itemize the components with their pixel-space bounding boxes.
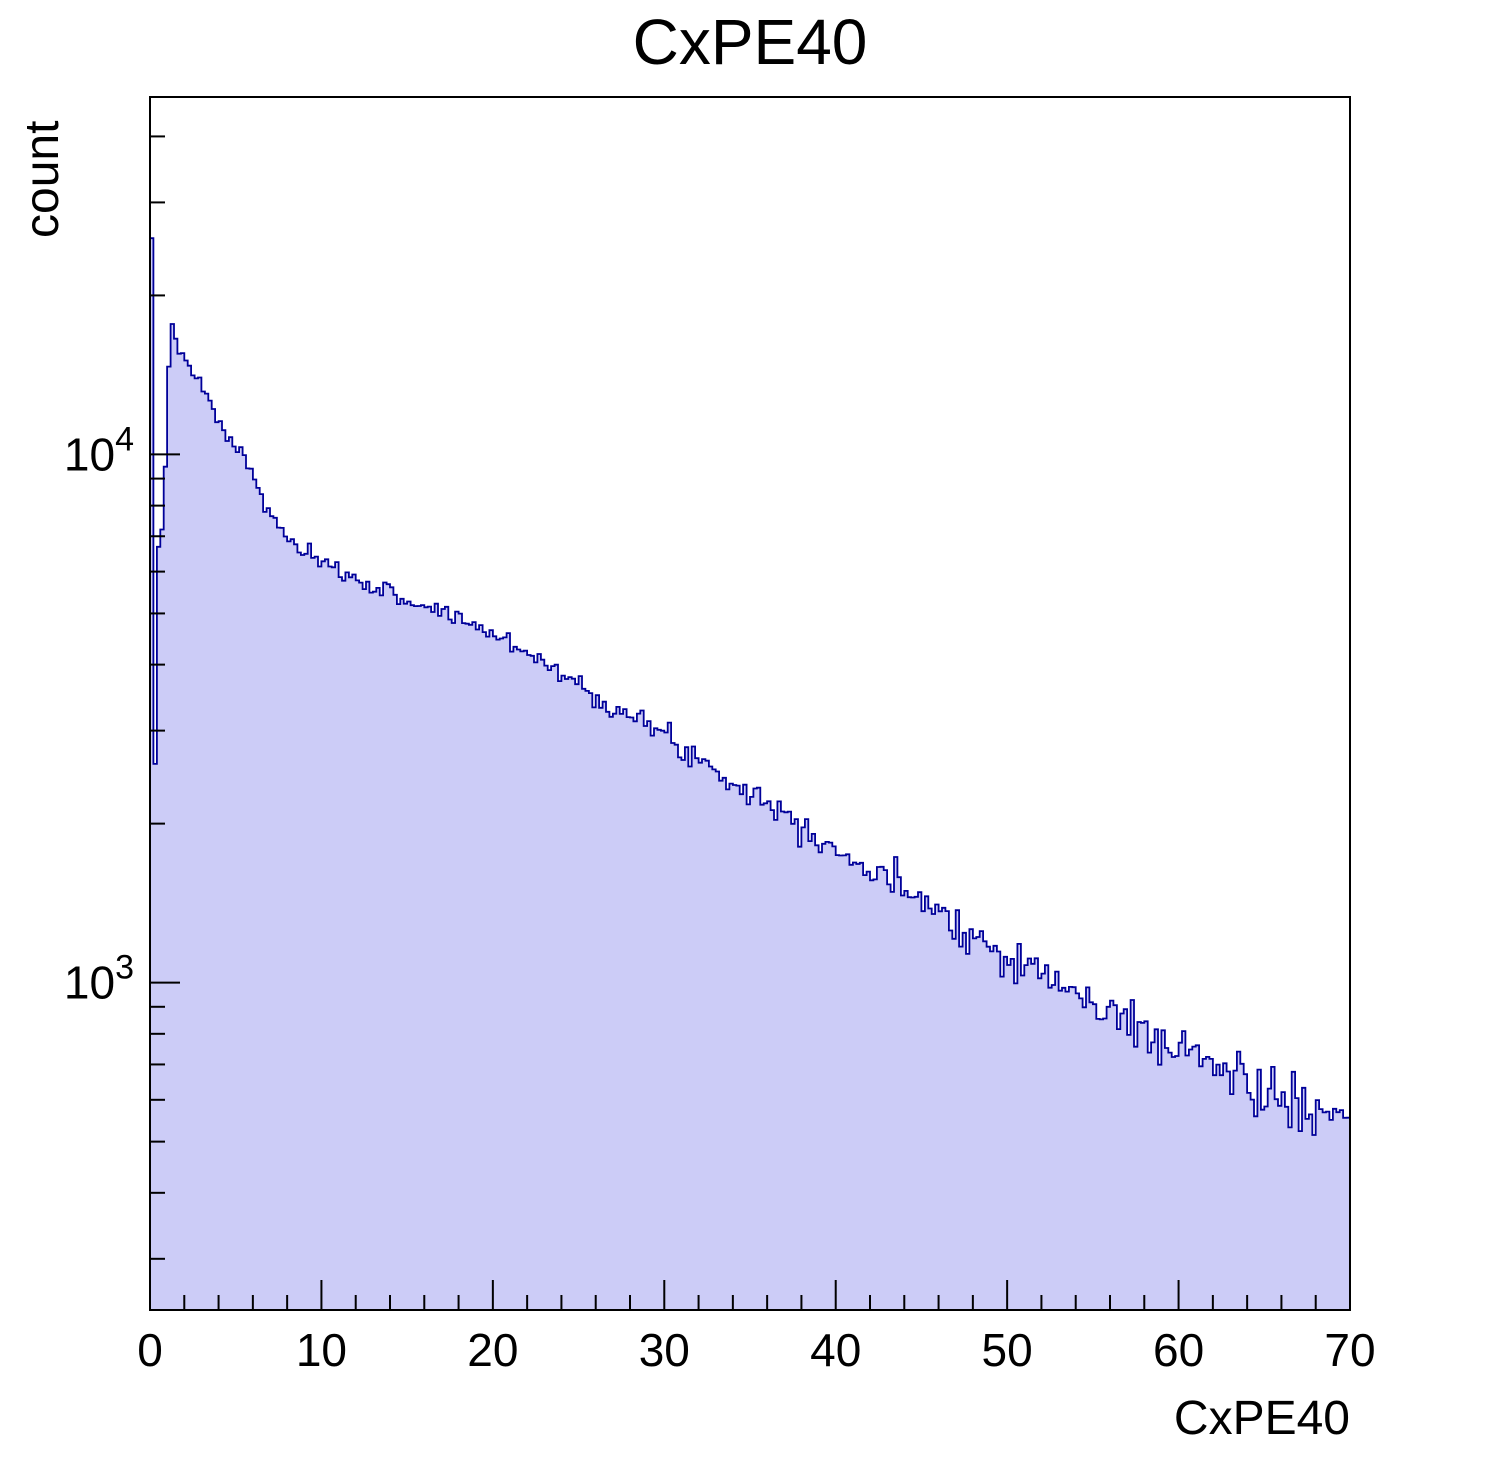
x-tick-label: 20: [467, 1324, 518, 1376]
chart-title: CxPE40: [633, 6, 868, 78]
x-tick-label: 60: [1153, 1324, 1204, 1376]
histogram-path: [149, 237, 1351, 1311]
x-tick-label: 70: [1324, 1324, 1375, 1376]
axis-ticks: [149, 135, 1351, 1310]
x-tick-label: 50: [982, 1324, 1033, 1376]
y-tick-label: 103: [64, 949, 134, 1009]
x-tick-label: 40: [810, 1324, 861, 1376]
x-tick-label: 10: [296, 1324, 347, 1376]
x-tick-label: 0: [137, 1324, 163, 1376]
y-tick-label: 104: [64, 420, 134, 480]
x-tick-label: 30: [639, 1324, 690, 1376]
x-axis-title: CxPE40: [1174, 1392, 1350, 1445]
plot-frame: [149, 96, 1351, 1311]
y-axis-title: count: [16, 121, 69, 238]
y-tick-labels: 103 104: [64, 420, 134, 1008]
x-tick-labels: 0 10 20 30 40 50 60 70: [137, 1324, 1375, 1376]
